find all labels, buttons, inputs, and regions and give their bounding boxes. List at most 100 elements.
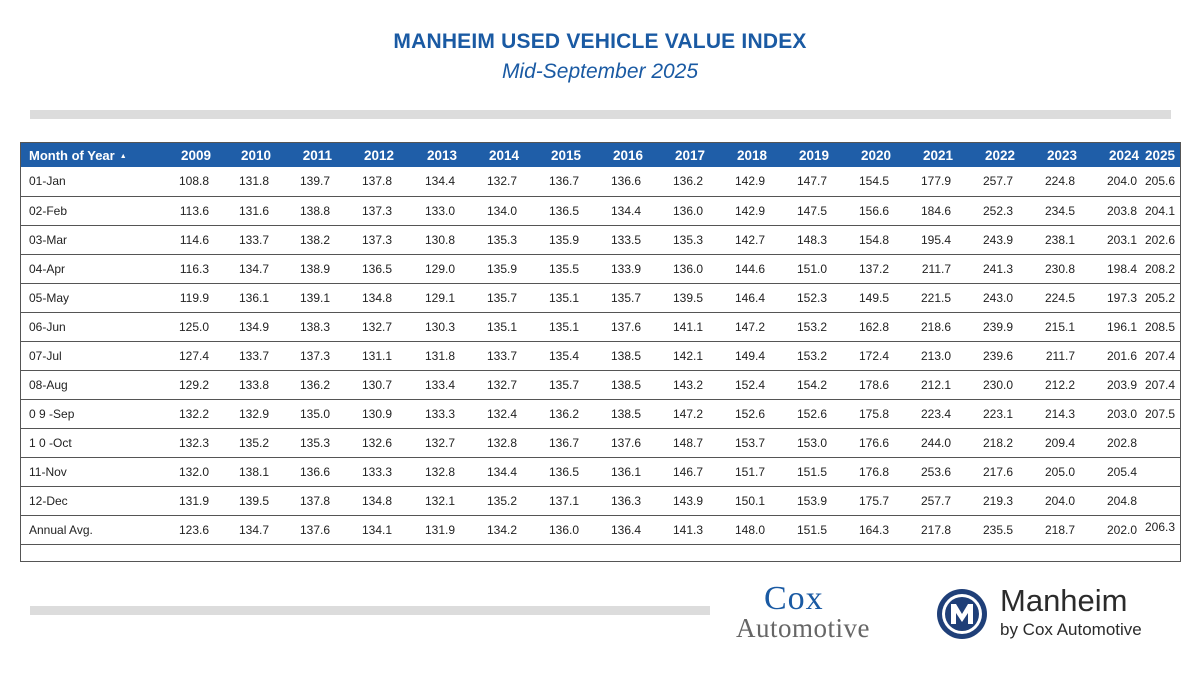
- table-cell: 175.7: [835, 486, 897, 516]
- row-label: 03-Mar: [21, 225, 155, 255]
- table-cell: 184.6: [897, 196, 959, 226]
- table-cell: 209.4: [1021, 428, 1083, 458]
- row-label: 1 0 -Oct: [21, 428, 155, 458]
- column-header-2014[interactable]: 2014: [488, 147, 519, 163]
- table-cell: 143.2: [649, 370, 711, 400]
- table-cell: 195.4: [897, 225, 959, 255]
- table-cell: 143.9: [649, 486, 711, 516]
- table-cell: 137.6: [277, 515, 338, 545]
- table-cell: 142.1: [649, 341, 711, 371]
- table-cell: 136.2: [525, 399, 587, 429]
- table-cell: 132.8: [400, 457, 463, 487]
- table-cell: 154.2: [773, 370, 835, 400]
- table-cell: 136.0: [525, 515, 587, 545]
- row-label: 0 9 -Sep: [21, 399, 155, 429]
- table-body: 01-Jan 108.8 131.8 139.7 137.8 134.4 132.7 136.…: [21, 167, 1180, 561]
- table-cell: 125.0: [155, 312, 217, 342]
- table-cell: 134.1: [338, 515, 400, 545]
- table-cell: 198.4: [1083, 254, 1145, 284]
- table-cell: 135.2: [217, 428, 277, 458]
- table-cell: 130.7: [338, 370, 400, 400]
- table-cell: 135.7: [463, 283, 525, 313]
- table-cell: 207.4: [1145, 341, 1180, 371]
- table-cell: 196.1: [1083, 312, 1145, 342]
- column-header-2018[interactable]: 2018: [736, 147, 767, 163]
- column-header-month[interactable]: Month of Year ▲: [21, 143, 155, 167]
- table-cell: 135.3: [649, 225, 711, 255]
- table-cell: 135.7: [587, 283, 649, 313]
- row-label: 04-Apr: [21, 254, 155, 284]
- table-cell: 138.3: [277, 312, 338, 342]
- table-cell: 212.1: [897, 370, 959, 400]
- row-label: 06-Jun: [21, 312, 155, 342]
- table-cell: 204.0: [1083, 167, 1145, 197]
- table-cell: 202.6: [1145, 225, 1180, 255]
- column-header-2013[interactable]: 2013: [426, 147, 457, 163]
- column-header-2011[interactable]: 2011: [302, 147, 332, 163]
- table-cell: 203.1: [1083, 225, 1145, 255]
- table-cell: 153.2: [773, 341, 835, 371]
- table-cell: 134.7: [217, 515, 277, 545]
- table-cell: 146.4: [711, 283, 773, 313]
- column-header-2024[interactable]: 2024: [1108, 147, 1139, 163]
- table-cell: 151.0: [773, 254, 835, 284]
- table-cell: 136.1: [587, 457, 649, 487]
- column-header-2009[interactable]: 2009: [180, 147, 211, 163]
- table-cell: 205.2: [1145, 283, 1180, 313]
- column-header-2022[interactable]: 2022: [984, 147, 1015, 163]
- table-cell: 213.0: [897, 341, 959, 371]
- column-header-2025[interactable]: 2025: [1145, 147, 1176, 163]
- table-cell: 138.9: [277, 254, 338, 284]
- table-cell: 136.5: [525, 457, 587, 487]
- table-cell: 205.0: [1021, 457, 1083, 487]
- table-cell: 175.8: [835, 399, 897, 429]
- table-row: 06-Jun 125.0 134.9 138.3 132.7 130.3 135.1 135.…: [21, 312, 1180, 342]
- table-row: 02-Feb 113.6 131.6 138.8 137.3 133.0 134.0 136.…: [21, 196, 1180, 226]
- table-cell: 108.8: [155, 167, 217, 197]
- table-cell: 214.3: [1021, 399, 1083, 429]
- table-cell: 134.4: [400, 167, 463, 197]
- table-cell: 221.5: [897, 283, 959, 313]
- table-cell: 243.9: [959, 225, 1021, 255]
- table-cell: 136.7: [525, 167, 587, 197]
- table-cell: 204.1: [1145, 196, 1180, 226]
- table-cell: 253.6: [897, 457, 959, 487]
- table-cell: 136.4: [587, 515, 649, 545]
- index-table: Month of Year ▲ 2009 2010 2011 2012 2013 2014 2…: [21, 143, 1180, 561]
- column-header-2021[interactable]: 2021: [922, 147, 953, 163]
- manheim-logo-subtitle: by Cox Automotive: [1000, 620, 1142, 639]
- column-header-2016[interactable]: 2016: [612, 147, 643, 163]
- table-cell: 203.0: [1083, 399, 1145, 429]
- table-cell: 116.3: [155, 254, 217, 284]
- table-row: 05-May 119.9 136.1 139.1 134.8 129.1 135.7 135.…: [21, 283, 1180, 313]
- table-cell: 218.2: [959, 428, 1021, 458]
- table-cell: 138.5: [587, 370, 649, 400]
- table-cell: 135.0: [277, 399, 338, 429]
- column-header-2017[interactable]: 2017: [674, 147, 705, 163]
- table-row: 1 0 -Oct 132.3 135.2 135.3 132.6 132.7 132.8 13…: [21, 428, 1180, 458]
- table-cell: 147.2: [711, 312, 773, 342]
- table-cell: 136.5: [338, 254, 400, 284]
- table-cell: 218.7: [1021, 515, 1083, 545]
- table-cell: 201.6: [1083, 341, 1145, 371]
- column-header-2015[interactable]: 2015: [550, 147, 581, 163]
- table-cell: 131.8: [400, 341, 463, 371]
- table-cell: 132.8: [463, 428, 525, 458]
- column-header-2019[interactable]: 2019: [798, 147, 829, 163]
- column-header-2023[interactable]: 2023: [1046, 147, 1077, 163]
- table-cell: 151.5: [773, 457, 835, 487]
- table-header-row: Month of Year ▲ 2009 2010 2011 2012 2013 2014 2…: [21, 143, 1180, 167]
- table-cell: 135.2: [463, 486, 525, 516]
- page-title: MANHEIM USED VEHICLE VALUE INDEX: [393, 30, 807, 53]
- table-row: 07-Jul 127.4 133.7 137.3 131.1 131.8 133.7 135.…: [21, 341, 1180, 371]
- table-cell: 136.0: [649, 196, 711, 226]
- table-cell: 136.3: [587, 486, 649, 516]
- table-cell: 151.7: [711, 457, 773, 487]
- table-cell: 135.9: [525, 225, 587, 255]
- table-cell: 137.6: [587, 312, 649, 342]
- table-cell: 133.3: [400, 399, 463, 429]
- row-label: 12-Dec: [21, 486, 155, 516]
- column-header-2010[interactable]: 2010: [240, 147, 271, 163]
- column-header-2020[interactable]: 2020: [860, 147, 891, 163]
- column-header-2012[interactable]: 2012: [363, 147, 394, 163]
